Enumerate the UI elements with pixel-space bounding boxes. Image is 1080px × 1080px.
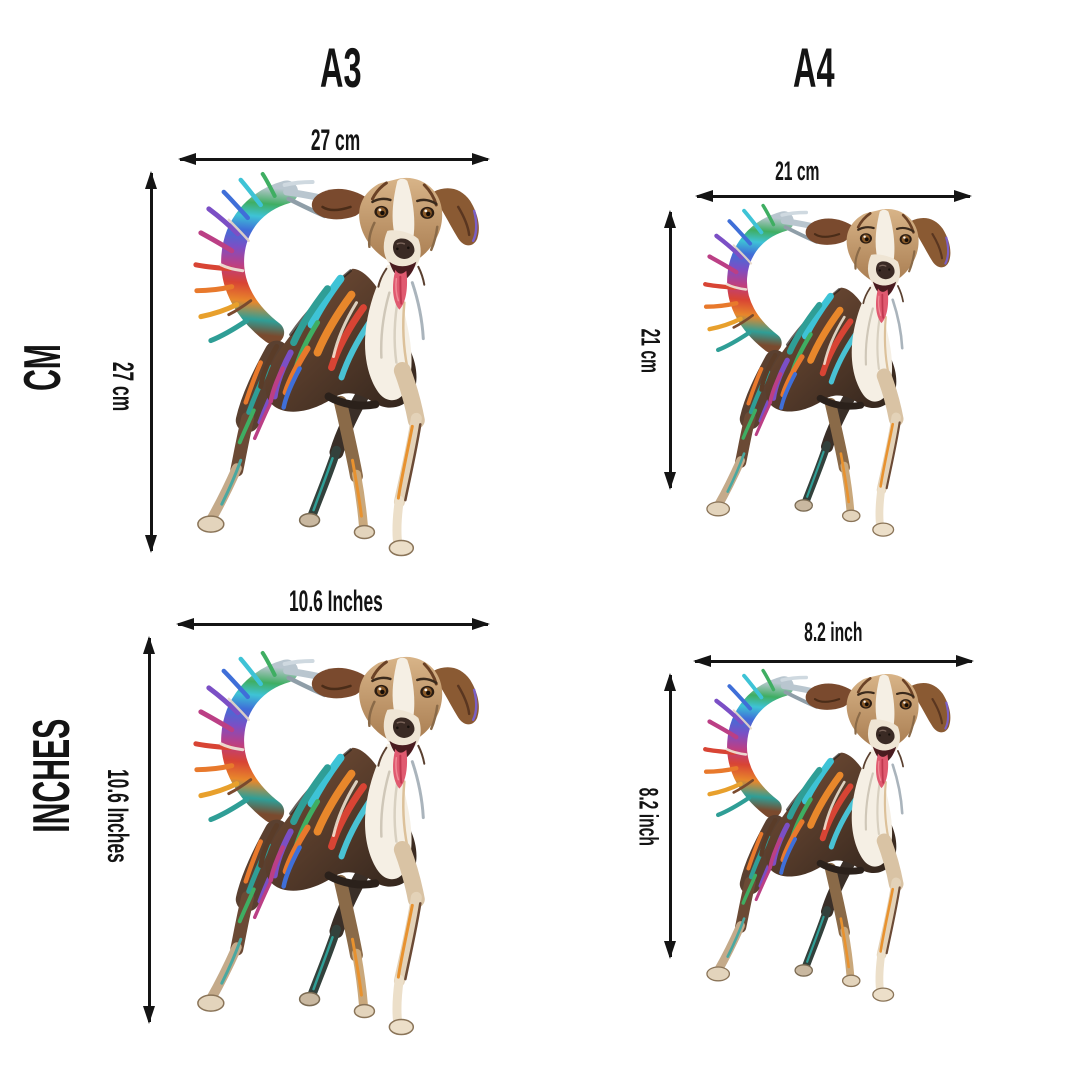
a4-cm-height-arrow bbox=[664, 210, 676, 490]
a3-inches-height-label: 10.6 Inches bbox=[101, 769, 134, 863]
dog-illustration-a4-inches bbox=[700, 668, 961, 1005]
dog-illustration-a3-cm bbox=[190, 171, 491, 560]
column-header-a4: A4 bbox=[793, 36, 835, 99]
a4-inches-width-arrow bbox=[693, 655, 974, 667]
a3-cm-height-label: 27 cm bbox=[106, 362, 139, 412]
a4-inches-height-arrow bbox=[664, 673, 676, 959]
row-label-inches: INCHES bbox=[23, 719, 81, 833]
column-header-a3: A3 bbox=[320, 36, 362, 99]
a3-cm-width-label: 27 cm bbox=[311, 124, 361, 157]
a3-cm-height-arrow bbox=[145, 171, 157, 553]
dog-illustration-a3-inches bbox=[190, 650, 491, 1039]
a4-cm-width-arrow bbox=[695, 190, 972, 202]
dog-illustration-a4-cm bbox=[700, 203, 961, 540]
a4-inches-height-label: 8.2 inch bbox=[633, 787, 664, 846]
a4-cm-width-label: 21 cm bbox=[774, 156, 820, 186]
a4-cm-height-label: 21 cm bbox=[635, 328, 666, 373]
a3-inches-height-arrow bbox=[143, 636, 155, 1024]
row-label-cm: CM bbox=[14, 344, 72, 392]
a3-cm-width-arrow bbox=[178, 153, 490, 165]
a3-inches-width-arrow bbox=[176, 618, 490, 630]
a4-inches-width-label: 8.2 inch bbox=[803, 617, 863, 647]
a3-inches-width-label: 10.6 Inches bbox=[289, 585, 383, 618]
